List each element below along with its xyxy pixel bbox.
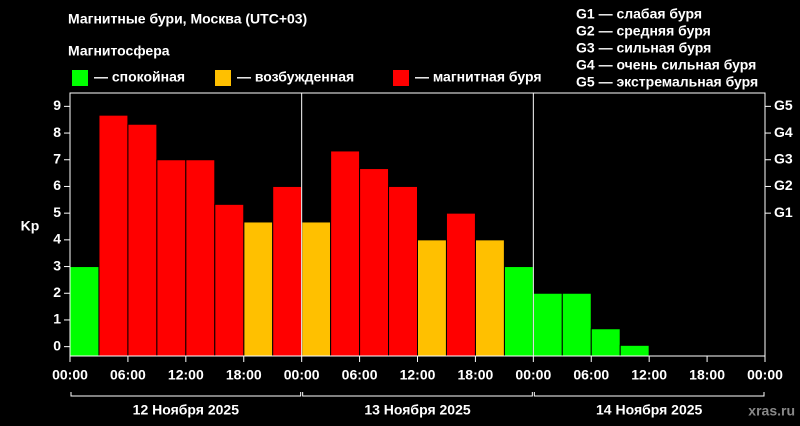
x-tick-label: 18:00	[458, 367, 494, 383]
legend-label: — спокойная	[94, 69, 185, 85]
x-tick-label: 00:00	[515, 367, 551, 383]
y-tick-label: 8	[53, 124, 61, 140]
subtitle: Магнитосфера	[68, 43, 170, 59]
watermark: xras.ru	[748, 403, 795, 419]
day-label: 13 Ноября 2025	[364, 402, 471, 418]
y-tick-label: 7	[53, 150, 61, 166]
day-label: 14 Ноября 2025	[596, 402, 703, 418]
bar	[185, 159, 216, 357]
legend-swatch	[215, 70, 231, 86]
g-scale-item: G3 — сильная буря	[576, 40, 711, 56]
chart-title: Магнитные бури, Москва (UTC+03)	[68, 11, 307, 27]
legend-swatch	[393, 70, 409, 86]
x-tick-label: 00:00	[284, 367, 320, 383]
g-scale-item: G4 — очень сильная буря	[576, 57, 756, 73]
bar	[359, 168, 390, 357]
bar	[127, 123, 158, 357]
day-bracket	[70, 392, 302, 397]
x-tick-label: 06:00	[342, 367, 378, 383]
x-tick-label: 00:00	[747, 367, 783, 383]
bar	[214, 203, 245, 357]
g-scale-item: G5 — экстремальная буря	[576, 74, 758, 90]
y-tick-label: 6	[53, 177, 61, 193]
bar	[69, 266, 100, 357]
bar	[330, 150, 361, 357]
bar	[619, 344, 650, 357]
bar	[445, 212, 476, 357]
bar	[503, 266, 534, 357]
x-tick-label: 06:00	[573, 367, 609, 383]
legend-swatch	[72, 70, 88, 86]
y2-tick-label: G4	[774, 124, 793, 140]
bar	[474, 239, 505, 357]
bar	[272, 185, 303, 357]
day-label: 12 Ноября 2025	[133, 402, 240, 418]
y2-tick-label: G5	[774, 97, 793, 113]
y-tick-label: 2	[53, 284, 61, 300]
y2-tick-label: G2	[774, 177, 793, 193]
bar	[301, 221, 332, 357]
bar	[561, 292, 592, 357]
x-tick-label: 18:00	[226, 367, 262, 383]
g-scale-item: G1 — слабая буря	[576, 6, 702, 22]
x-tick-label: 12:00	[400, 367, 436, 383]
x-tick-label: 06:00	[110, 367, 146, 383]
y2-tick-label: G3	[774, 150, 793, 166]
legend-label: — возбужденная	[237, 69, 354, 85]
y-label: Kp	[21, 218, 40, 234]
bar	[532, 292, 563, 357]
g-scale-item: G2 — средняя буря	[576, 23, 711, 39]
y-tick-label: 9	[53, 97, 61, 113]
legend-label: — магнитная буря	[415, 69, 542, 85]
day-bracket	[533, 392, 765, 397]
x-tick-label: 12:00	[168, 367, 204, 383]
y-tick-label: 5	[53, 204, 61, 220]
y-tick-label: 3	[53, 257, 61, 273]
x-tick-label: 18:00	[689, 367, 725, 383]
bar	[590, 328, 621, 357]
x-tick-label: 12:00	[631, 367, 667, 383]
bar	[388, 185, 418, 357]
y-tick-label: 0	[53, 337, 61, 353]
x-tick-label: 00:00	[52, 367, 88, 383]
bar	[98, 114, 129, 357]
bar	[243, 221, 274, 357]
bar	[156, 159, 187, 357]
day-bracket	[302, 392, 533, 397]
y-tick-label: 4	[53, 231, 61, 247]
y-tick-label: 1	[53, 311, 61, 327]
bar	[417, 239, 447, 357]
y2-tick-label: G1	[774, 204, 793, 220]
